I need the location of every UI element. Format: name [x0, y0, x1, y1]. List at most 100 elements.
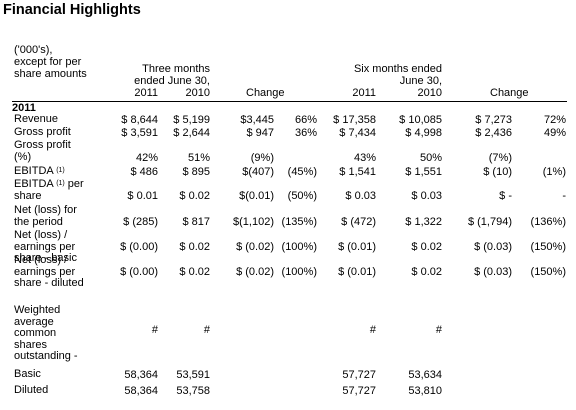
row-label: Basic [14, 368, 102, 381]
table-cell: $ 7,273 [475, 114, 512, 126]
footnote-marker: (1) [56, 167, 65, 174]
table-cell: # [151, 324, 158, 336]
table-cell: $ (0.03) [474, 266, 512, 278]
six-months-line: June 30, [399, 75, 442, 87]
table-cell: $ 0.03 [345, 190, 376, 202]
table-cell: $ (0.00) [120, 266, 158, 278]
header-rule [12, 101, 567, 102]
table-cell: $ (0.03) [474, 241, 512, 253]
table-cell: $ 5,199 [173, 114, 210, 126]
table-cell: $(0.01) [239, 190, 274, 202]
row-label-line: Gross profit [14, 126, 71, 138]
table-cell: $ 1,551 [405, 166, 442, 178]
section-year: 2011 [12, 102, 36, 114]
units-note: ('000's), except for per share amounts [14, 44, 87, 80]
row-label-line: (%) [14, 150, 32, 163]
row-label-line: Diluted [14, 384, 49, 396]
col-header-change-h: Change [490, 87, 529, 99]
table-cell: 42% [135, 152, 158, 164]
row-label: Revenue [14, 113, 102, 126]
table-cell: $ 8,644 [121, 114, 158, 126]
row-label-line: Net (loss) / [14, 254, 68, 266]
row-label-line: EBITDA (1) [14, 165, 65, 177]
table-cell: 66% [294, 114, 317, 126]
col-header-2011-h: 2011 [352, 87, 376, 99]
row-label: Gross profit (%) [14, 139, 102, 163]
table-cell: $ 0.02 [179, 241, 210, 253]
table-cell: # [369, 324, 376, 336]
table-cell: 58,364 [124, 385, 158, 397]
row-label: EBITDA (1) [14, 165, 102, 178]
col-header-2010-q: 2010 [185, 87, 210, 99]
row-label-line: earnings per [14, 265, 76, 278]
table-cell: $ 947 [246, 127, 274, 139]
table-cell: $ 2,644 [173, 127, 210, 139]
table-cell: 51% [187, 152, 210, 164]
table-cell: 72% [543, 114, 566, 126]
table-cell: $ 3,591 [121, 127, 158, 139]
page-title: Financial Highlights [3, 2, 141, 18]
table-cell: $(1,102) [233, 216, 274, 228]
table-cell: $ 486 [130, 166, 158, 178]
table-cell: 36% [294, 127, 317, 139]
table-cell: $ (0.00) [120, 241, 158, 253]
table-cell: (9%) [250, 152, 274, 164]
table-cell: (100%) [281, 241, 317, 253]
six-months-line: Six months ended [353, 63, 442, 75]
row-label-line: Weighted [14, 304, 61, 316]
three-months-header: Three months ended June 30, [100, 63, 210, 87]
table-cell: # [203, 324, 210, 336]
table-cell: $ (0.02) [236, 266, 274, 278]
row-label-line: outstanding - [14, 350, 78, 362]
row-label: EBITDA (1) per share [14, 178, 102, 202]
row-label-line: the period [14, 215, 63, 228]
table-cell: $ 0.02 [411, 241, 442, 253]
table-cell: $ 1,322 [405, 216, 442, 228]
table-cell: (100%) [281, 266, 317, 278]
units-note-line: except for per [14, 56, 82, 68]
table-cell: - [562, 190, 566, 202]
row-label-line: share [14, 189, 42, 202]
table-cell: $ (0.01) [338, 266, 376, 278]
row-label-line: shares [14, 338, 48, 351]
table-cell: $(407) [242, 166, 274, 178]
row-label: Net (loss) / earnings per share - basic [14, 229, 102, 265]
table-cell: $ (1,794) [467, 216, 512, 228]
table-cell: # [435, 324, 442, 336]
table-cell: $ (0.02) [236, 241, 274, 253]
row-label-line: common [14, 327, 57, 339]
row-label-line: earnings per [14, 240, 76, 253]
table-cell: (136%) [530, 216, 566, 228]
table-cell: (50%) [287, 190, 317, 202]
three-months-line: Three months [142, 63, 210, 75]
table-cell: 58,364 [124, 369, 158, 381]
table-cell: (1%) [542, 166, 566, 178]
table-cell: 53,591 [176, 369, 210, 381]
table-cell: (7%) [488, 152, 512, 164]
row-label: Net (loss) / earnings per share - diluted [14, 254, 102, 290]
col-header-2010-h: 2010 [417, 87, 442, 99]
table-cell: $ 0.02 [179, 190, 210, 202]
row-label: Weighted average common shares outstanding - [14, 304, 102, 363]
table-cell: 57,727 [342, 369, 376, 381]
table-cell: $ 0.02 [179, 266, 210, 278]
row-label-line: average [14, 315, 54, 328]
table-cell: 53,634 [408, 369, 442, 381]
table-cell: $ 0.01 [127, 190, 158, 202]
table-cell: (45%) [287, 166, 317, 178]
row-label-line: Net (loss) for [14, 204, 77, 216]
table-cell: $ 17,358 [333, 114, 376, 126]
row-label-line: EBITDA (1) per [14, 178, 84, 190]
six-months-header: Six months ended June 30, [330, 63, 442, 87]
footnote-marker: (1) [56, 180, 65, 187]
table-cell: $ (285) [123, 216, 158, 228]
row-label: Net (loss) for the period [14, 204, 102, 228]
table-cell: 53,810 [408, 385, 442, 397]
table-cell: $ - [499, 190, 512, 202]
table-cell: (150%) [530, 241, 566, 253]
row-label-line: share - diluted [14, 277, 84, 289]
table-cell: $ 0.03 [411, 190, 442, 202]
col-header-2011-q: 2011 [134, 87, 158, 99]
table-cell: 53,758 [176, 385, 210, 397]
table-cell: (135%) [281, 216, 317, 228]
